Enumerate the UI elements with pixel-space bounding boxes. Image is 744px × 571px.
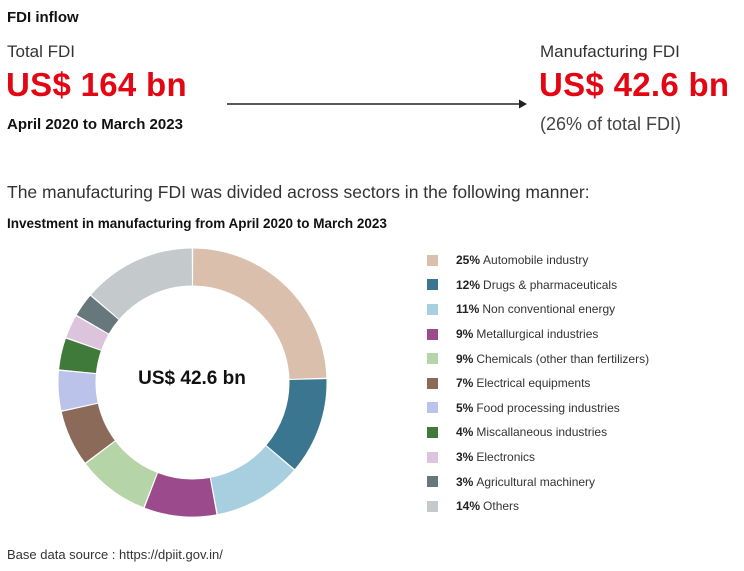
donut-slice-11 (91, 248, 192, 319)
legend-swatch (427, 476, 438, 488)
legend-label: Non conventional energy (482, 302, 616, 317)
legend-percent: 7% (456, 376, 474, 391)
legend-label: Automobile industry (483, 253, 589, 268)
legend-item: 5% Food processing industries (427, 396, 727, 421)
manufacturing-fdi-share: (26% of total FDI) (540, 114, 682, 134)
manufacturing-fdi-label: Manufacturing FDI (540, 42, 680, 61)
legend-percent: 12% (456, 277, 481, 292)
legend-item: 9% Metallurgical industries (427, 322, 727, 347)
legend-percent: 11% (456, 302, 480, 317)
legend-item: 7% Electrical equipments (427, 371, 727, 396)
donut-slice-8 (59, 338, 101, 374)
legend-percent: 3% (456, 450, 474, 465)
legend-label: Metallurgical industries (476, 327, 599, 342)
total-fdi-period: April 2020 to March 2023 (7, 116, 183, 133)
legend-swatch (427, 500, 438, 512)
donut-slice-4 (144, 473, 217, 517)
legend-item: 12% Drugs & pharmaceuticals (427, 273, 727, 298)
legend-item: 14% Others (427, 494, 727, 519)
legend-percent: 4% (456, 425, 474, 440)
legend-label: Electrical equipments (476, 376, 591, 391)
section-title: FDI inflow (7, 9, 79, 26)
legend-item: 3% Electronics (427, 445, 727, 470)
legend-percent: 9% (456, 351, 474, 366)
chart-title: Investment in manufacturing from April 2… (7, 216, 387, 231)
legend-label: Food processing industries (476, 400, 620, 415)
legend-percent: 25% (456, 253, 481, 268)
legend-item: 25% Automobile industry (427, 248, 727, 273)
legend-percent: 9% (456, 327, 474, 342)
legend-swatch (427, 426, 438, 438)
right-arrow-icon (227, 99, 527, 109)
donut-slice-5 (86, 441, 157, 508)
legend-item: 3% Agricultural machinery (427, 469, 727, 494)
legend-swatch (427, 451, 438, 463)
donut-slice-3 (210, 446, 294, 515)
legend-label: Drugs & pharmaceuticals (483, 277, 618, 292)
manufacturing-fdi-value: US$ 42.6 bn (539, 66, 730, 103)
legend-swatch (427, 328, 438, 340)
legend-percent: 14% (456, 499, 481, 514)
donut-slice-2 (266, 379, 327, 470)
data-source: Base data source : https://dpiit.gov.in/ (7, 547, 223, 562)
legend-label: Agricultural machinery (476, 474, 596, 489)
legend-item: 11% Non conventional energy (427, 297, 727, 322)
legend-swatch (427, 377, 438, 389)
legend-swatch (427, 254, 438, 266)
donut-slice-6 (61, 403, 115, 463)
legend-label: Miscallaneous industries (476, 425, 608, 440)
donut-slice-9 (66, 316, 109, 350)
legend-swatch (427, 279, 438, 291)
legend-label: Chemicals (other than fertilizers) (476, 351, 650, 366)
total-fdi-value: US$ 164 bn (6, 66, 187, 103)
donut-slice-10 (76, 295, 119, 334)
legend-label: Electronics (476, 450, 536, 465)
legend-item: 4% Miscallaneous industries (427, 420, 727, 445)
total-fdi-label: Total FDI (7, 42, 76, 61)
donut-center-label: US$ 42.6 bn (138, 368, 246, 389)
donut-chart (58, 248, 327, 517)
donut-slice-1 (193, 248, 327, 379)
donut-slice-7 (58, 370, 98, 411)
legend-swatch (427, 303, 438, 315)
legend-percent: 5% (456, 400, 474, 415)
legend-swatch (427, 402, 438, 414)
intro-text: The manufacturing FDI was divided across… (7, 182, 590, 202)
legend-percent: 3% (456, 474, 474, 489)
legend-swatch (427, 353, 438, 365)
chart-legend: 25% Automobile industry 12% Drugs & pharmac… (427, 248, 727, 519)
legend-label: Others (483, 499, 520, 514)
legend-item: 9% Chemicals (other than fertilizers) (427, 346, 727, 371)
